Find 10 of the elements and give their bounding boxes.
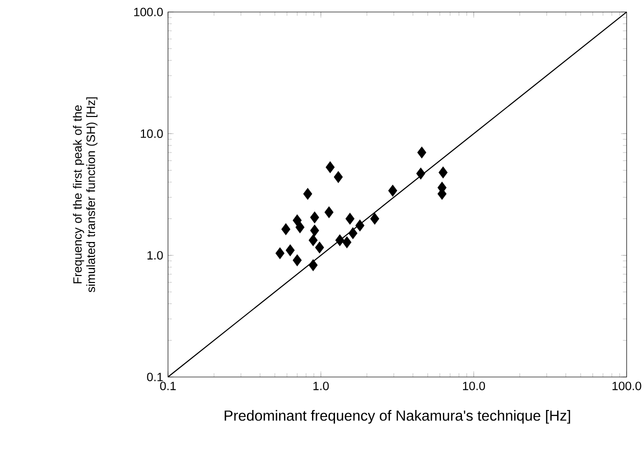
x-axis-title: Predominant frequency of Nakamura's technique [Hz] [224,410,570,424]
y-tick-label: 1.0 [148,251,163,260]
y-tick-label: 100.0 [134,8,163,16]
x-tick-label: 10.0 [463,382,485,390]
x-tick-label: 100.0 [612,382,642,390]
y-tick-label: 10.0 [140,129,163,138]
y-axis-title: Frequency of the first peak of the simulated transfer function (SH) [Hz] [72,97,98,292]
x-tick-label: 0.1 [160,382,176,390]
y-tick-label: 0.1 [147,372,163,382]
x-tick-label: 1.0 [313,382,329,390]
